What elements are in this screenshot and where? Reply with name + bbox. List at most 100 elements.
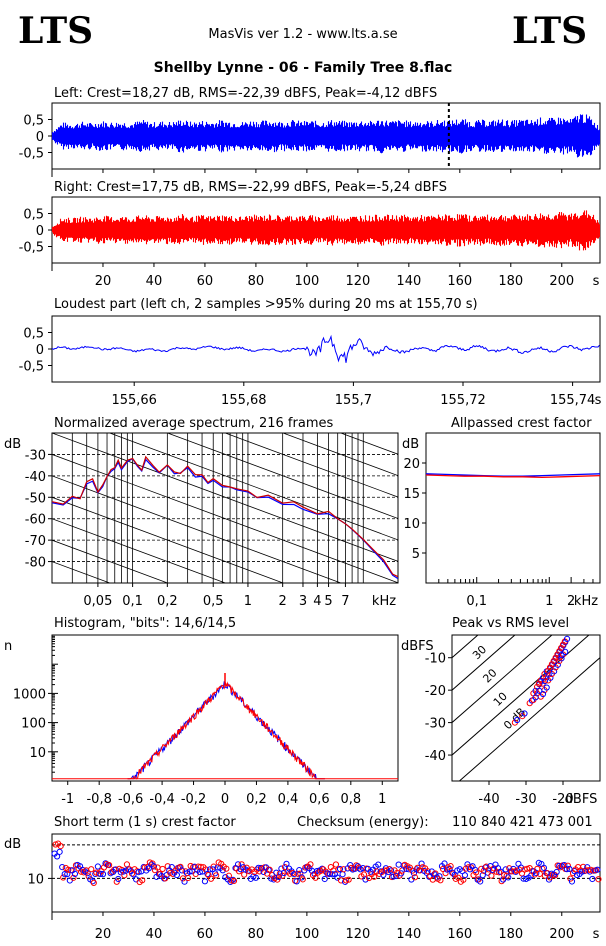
- stcf-point-right: [473, 869, 480, 876]
- right-xtick-label: 60: [197, 274, 214, 289]
- pvr-point-left: [521, 710, 528, 717]
- crest-xtick-label: 0,1: [466, 594, 487, 609]
- crest-right-line: [425, 474, 601, 479]
- stcf-point-left: [280, 869, 288, 877]
- stcf-point-right: [141, 864, 148, 871]
- stcf-point-left: [589, 875, 596, 883]
- spectrum-slope-line: [52, 433, 398, 562]
- loudest-frame: [51, 315, 601, 383]
- stcf-point-left: [291, 870, 298, 878]
- hist-xtick-label: 0,2: [246, 792, 267, 807]
- stcf-point-left: [441, 860, 448, 867]
- stcf-point-right: [552, 872, 559, 879]
- left-ytick-label: 0,5: [23, 114, 44, 129]
- stcf-frame: [51, 833, 601, 913]
- right-xtick-label: 40: [146, 274, 163, 289]
- stcf-point-right: [437, 877, 444, 884]
- crest-xtick-label: 2: [567, 594, 575, 609]
- stcf-point-right: [312, 874, 319, 881]
- stcf-point-left: [387, 867, 395, 874]
- spectrum-xtick-label: 0,5: [203, 594, 224, 609]
- stcf-point-right: [149, 860, 156, 867]
- pvr-point-left: [562, 648, 569, 655]
- stcf-ytick-label: 10: [27, 872, 44, 887]
- spectrum-ytick-label: -60: [25, 513, 46, 528]
- spectrum-slope-line: [52, 0, 398, 68]
- stcf-point-left: [313, 867, 321, 875]
- pvr-point-left: [536, 687, 543, 694]
- stcf-point-left: [477, 878, 484, 885]
- stcf-point-left: [270, 876, 277, 883]
- pvr-diag-label: 20: [480, 666, 499, 685]
- stcf-point-right: [60, 874, 67, 881]
- spectrum-slope-line: [52, 496, 285, 583]
- stcf-point-right: [159, 865, 166, 873]
- stcf-point-left: [133, 876, 140, 883]
- stcf-point-left: [186, 868, 193, 875]
- pvr-ytick-label: -20: [425, 684, 446, 699]
- stcf-point-right: [162, 875, 169, 882]
- right-xtick-label: 120: [345, 274, 370, 289]
- stcf-point-right: [70, 874, 77, 881]
- spectrum-slope-line: [52, 518, 227, 583]
- stcf-point-left: [464, 861, 471, 868]
- stcf-point-right: [332, 861, 340, 868]
- stcf-xtick-label: 20: [95, 927, 112, 942]
- stcf-xtick-label: 200: [549, 927, 574, 942]
- stcf-xtick-label: 120: [345, 927, 370, 942]
- stcf-point-left: [566, 865, 573, 873]
- right-ytick-label: -0,5: [19, 241, 44, 256]
- pvr-diag-line: [452, 635, 553, 724]
- stcf-point-right: [348, 864, 355, 872]
- stcf-ylabel: dB: [4, 837, 21, 852]
- spectrum-ylabel: dB: [4, 437, 21, 452]
- pvr-point-left: [554, 661, 561, 668]
- stcf-point-right: [442, 870, 449, 877]
- stcf-point-right: [207, 875, 215, 882]
- stcf-point-left: [505, 874, 512, 881]
- spectrum-slope-line: [52, 475, 342, 583]
- spectrum-slope-line: [339, 433, 398, 455]
- stcf-point-left: [436, 873, 443, 880]
- hist-ylabel: n: [4, 639, 12, 654]
- stcf-point-right: [371, 873, 378, 880]
- pvr-xtick-label: -20: [552, 792, 573, 807]
- stcf-point-left: [204, 870, 211, 878]
- spectrum-slope-line: [52, 0, 398, 4]
- stcf-point-right: [65, 866, 72, 873]
- left-ytick-label: -0,5: [19, 147, 44, 162]
- spectrum-slope-line: [52, 454, 398, 583]
- stcf-point-right: [118, 866, 125, 874]
- spectrum-ytick-label: -40: [25, 470, 46, 485]
- stcf-point-left: [540, 864, 548, 871]
- hist-xtick-label: -0,2: [181, 792, 206, 807]
- right-xtick-label: 180: [498, 274, 523, 289]
- hist-frame: [51, 634, 399, 782]
- stcf-point-left: [563, 866, 570, 873]
- spectrum-slope-line: [52, 561, 111, 583]
- crest-ylabel: dB: [402, 437, 419, 452]
- stcf-point-right: [177, 863, 184, 870]
- left-waveform: [51, 114, 601, 158]
- stcf-point-left: [568, 878, 576, 885]
- right-title: Right: Crest=17,75 dB, RMS=-22,99 dBFS, …: [54, 180, 447, 195]
- spectrum-ytick-label: -30: [25, 448, 46, 463]
- stcf-point-right: [447, 863, 454, 870]
- pvr-ylabel: dBFS: [401, 639, 434, 654]
- stcf-point-right: [230, 877, 238, 885]
- stcf-point-right: [266, 866, 273, 873]
- stcf-point-left: [293, 878, 300, 885]
- pvr-point-left: [541, 677, 548, 685]
- stcf-point-left: [398, 870, 405, 877]
- stcf-point-left: [553, 868, 560, 876]
- stcf-point-right: [90, 879, 97, 886]
- crest-ytick-label: 20: [403, 457, 420, 472]
- stcf-point-left: [375, 861, 382, 868]
- stcf-point-left: [94, 863, 101, 870]
- stcf-point-right: [225, 872, 232, 879]
- pvr-point-left: [539, 674, 547, 681]
- spectrum-slope-line: [166, 433, 398, 519]
- spectrum-xtick-label: 5: [324, 594, 332, 609]
- track-title: Shellby Lynne - 06 - Family Tree 8.flac: [153, 60, 453, 76]
- crest-ytick-label: 10: [403, 517, 420, 532]
